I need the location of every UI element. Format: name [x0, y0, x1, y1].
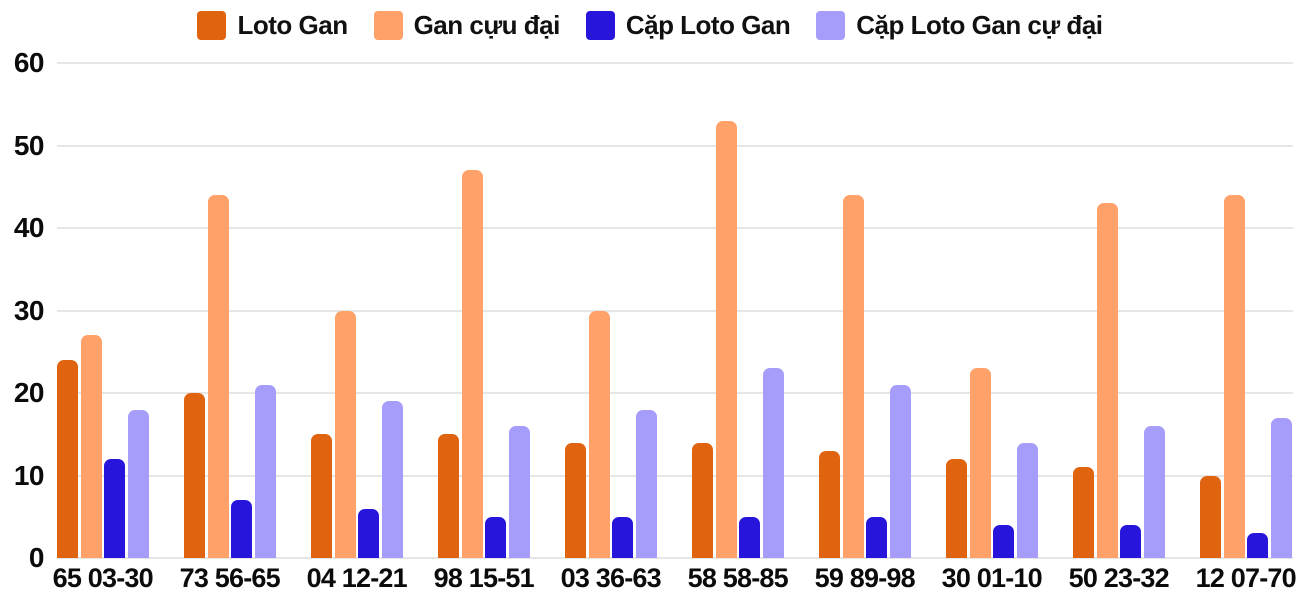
bar-loto-gan-98-15-51 — [438, 434, 459, 558]
bar-cặp-loto-gan-59-89-98 — [866, 516, 887, 558]
bar-loto-gan-50-23-32 — [1073, 467, 1094, 558]
legend-label: Cặp Loto Gan — [625, 10, 791, 40]
y-tick-label: 60 — [13, 47, 45, 78]
bar-loto-gan-04-12-21 — [311, 434, 332, 558]
legend-swatch-icon — [373, 11, 403, 40]
x-tick-label: 59 89-98 — [814, 563, 916, 593]
bar-cặp-loto-gan-98-15-51 — [485, 516, 506, 558]
legend-item-2[interactable]: Gan cựu đại — [373, 10, 561, 41]
gridline — [57, 474, 1293, 477]
legend-item-1[interactable]: Loto Gan — [197, 10, 348, 41]
bar-cặp-loto-gan-cự-đại-65-03-30 — [127, 409, 149, 558]
bar-gan-cựu-đại-03-36-63 — [588, 310, 610, 558]
bar-gan-cựu-đại-73-56-65 — [207, 195, 229, 558]
gridline — [57, 62, 1293, 64]
bar-loto-gan-59-89-98 — [819, 450, 840, 558]
bar-cặp-loto-gan-30-01-10 — [993, 525, 1014, 558]
y-tick-label: 0 — [28, 542, 45, 573]
legend-label: Gan cựu đại — [413, 10, 561, 40]
bar-cặp-loto-gan-04-12-21 — [358, 508, 379, 558]
gridline — [57, 144, 1293, 147]
x-tick-label: 12 07-70 — [1195, 563, 1297, 593]
bar-loto-gan-30-01-10 — [946, 459, 967, 558]
bar-cặp-loto-gan-cự-đại-73-56-65 — [254, 384, 276, 558]
bar-gan-cựu-đại-59-89-98 — [842, 195, 864, 558]
bar-gan-cựu-đại-58-58-85 — [715, 120, 737, 558]
x-tick-label: 03 36-63 — [560, 563, 662, 593]
legend-label: Cặp Loto Gan cự đại — [856, 10, 1103, 40]
bar-cặp-loto-gan-58-58-85 — [739, 516, 760, 558]
bar-gan-cựu-đại-12-07-70 — [1223, 195, 1245, 558]
x-tick-label: 04 12-21 — [306, 563, 408, 593]
bar-gan-cựu-đại-98-15-51 — [461, 170, 483, 558]
bar-cặp-loto-gan-73-56-65 — [231, 500, 252, 558]
legend-swatch-icon — [585, 11, 615, 40]
x-tick-label: 58 58-85 — [687, 563, 789, 593]
legend-swatch-icon — [816, 11, 846, 40]
bar-cặp-loto-gan-cự-đại-12-07-70 — [1270, 417, 1292, 558]
x-tick-label: 65 03-30 — [52, 563, 154, 593]
gridline — [57, 392, 1293, 394]
bar-loto-gan-58-58-85 — [692, 442, 713, 558]
bar-cặp-loto-gan-cự-đại-58-58-85 — [762, 368, 784, 558]
gridline — [57, 227, 1293, 229]
y-tick-label: 10 — [13, 459, 45, 491]
bar-cặp-loto-gan-cự-đại-30-01-10 — [1016, 442, 1038, 558]
legend-swatch-icon — [197, 11, 227, 40]
bar-cặp-loto-gan-65-03-30 — [104, 459, 125, 558]
chart-legend: Loto Gan Gan cựu đại Cặp Loto Gan Cặp Loto … — [0, 10, 1300, 41]
bar-loto-gan-73-56-65 — [184, 393, 205, 558]
y-tick-label: 20 — [13, 377, 45, 408]
bar-cặp-loto-gan-cự-đại-50-23-32 — [1143, 426, 1165, 558]
y-tick-label: 30 — [13, 294, 45, 326]
bar-cặp-loto-gan-cự-đại-98-15-51 — [508, 426, 530, 558]
bar-loto-gan-65-03-30 — [57, 360, 78, 558]
bar-loto-gan-03-36-63 — [565, 442, 586, 558]
x-tick-label: 50 23-32 — [1068, 563, 1170, 593]
plot-area — [57, 62, 1293, 559]
bar-gan-cựu-đại-50-23-32 — [1096, 203, 1118, 558]
bar-cặp-loto-gan-cự-đại-03-36-63 — [635, 409, 657, 558]
bar-cặp-loto-gan-cự-đại-59-89-98 — [889, 384, 911, 558]
bar-cặp-loto-gan-cự-đại-04-12-21 — [381, 401, 403, 558]
bar-gan-cựu-đại-30-01-10 — [969, 368, 991, 558]
bar-cặp-loto-gan-12-07-70 — [1247, 533, 1268, 558]
y-tick-label: 40 — [13, 212, 45, 243]
gridline — [57, 557, 1293, 559]
legend-item-3[interactable]: Cặp Loto Gan — [585, 10, 791, 41]
legend-item-4[interactable]: Cặp Loto Gan cự đại — [816, 10, 1103, 41]
bar-cặp-loto-gan-03-36-63 — [612, 516, 633, 558]
x-tick-label: 98 15-51 — [433, 563, 535, 593]
x-tick-label: 30 01-10 — [941, 563, 1043, 593]
bar-gan-cựu-đại-04-12-21 — [334, 310, 356, 558]
bar-loto-gan-12-07-70 — [1200, 475, 1221, 558]
bar-gan-cựu-đại-65-03-30 — [80, 335, 102, 558]
y-tick-label: 50 — [13, 129, 45, 161]
legend-label: Loto Gan — [237, 10, 348, 40]
x-tick-label: 73 56-65 — [179, 563, 281, 593]
gridline — [57, 309, 1293, 312]
bar-cặp-loto-gan-50-23-32 — [1120, 525, 1141, 558]
